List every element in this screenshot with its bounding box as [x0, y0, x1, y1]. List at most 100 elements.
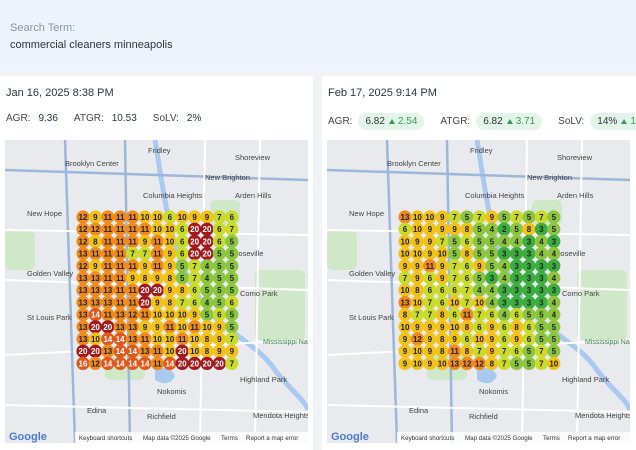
- rank-pin: [510, 271, 524, 285]
- rank-pin: [200, 320, 214, 334]
- footer-text: Keyboard shortcuts: [401, 435, 454, 442]
- metric-change: 3.71: [515, 116, 536, 127]
- rank-pin: [485, 308, 499, 322]
- rank-pin: [410, 271, 424, 285]
- rank-value: 11: [153, 347, 162, 356]
- rank-value: 7: [143, 250, 148, 259]
- rank-pin: [76, 259, 90, 273]
- rank-pin: [175, 332, 189, 346]
- rank-value: 6: [217, 225, 222, 234]
- result-panel: Feb 17, 2025 9:14 PM AGR: 6.82 2.54 ATGR: 6.8…: [322, 76, 636, 450]
- rank-value: 3: [527, 237, 532, 246]
- rank-value: 8: [465, 323, 470, 332]
- rank-value: 8: [440, 335, 445, 344]
- place-label: Brooklyn Center: [387, 159, 441, 168]
- rank-value: 9: [440, 213, 445, 222]
- rank-pin: [410, 344, 424, 358]
- rank-value: 9: [428, 250, 433, 259]
- rank-value: 7: [192, 262, 197, 271]
- rank-pin: [485, 356, 499, 370]
- rank-pin: [212, 234, 226, 248]
- rank-value: 3: [514, 262, 519, 271]
- metric-label: AGR:: [328, 116, 353, 127]
- rank-value: 7: [428, 311, 433, 320]
- rank-value: 4: [490, 225, 495, 234]
- place-label: Fridley: [148, 146, 171, 155]
- rank-value: 20: [153, 286, 162, 295]
- google-logo: Google: [9, 431, 47, 443]
- rank-value: 9: [403, 335, 408, 344]
- rank-pin: [175, 308, 189, 322]
- metric: AGR: 6.82 2.54: [328, 113, 425, 130]
- rank-value: 13: [103, 347, 112, 356]
- rank-pin: [485, 247, 499, 261]
- place-label: Richfield: [469, 412, 498, 421]
- rank-pin: [534, 222, 548, 236]
- rank-pin: [435, 308, 449, 322]
- rank-value: 11: [190, 323, 199, 332]
- rank-value: 8: [440, 347, 445, 356]
- rank-pin: [398, 356, 412, 370]
- rank-pin: [534, 332, 548, 346]
- rank-pin: [510, 295, 524, 309]
- rank-pin: [398, 247, 412, 261]
- rank-value: 5: [180, 262, 185, 271]
- rank-pin: [423, 283, 437, 297]
- rank-pin: [435, 247, 449, 261]
- rank-value: 5: [180, 274, 185, 283]
- rank-pin: [485, 320, 499, 334]
- rank-value: 8: [415, 286, 420, 295]
- place-label: Shoreview: [557, 153, 593, 162]
- rank-pin: [497, 234, 511, 248]
- rank-pin: [200, 247, 214, 261]
- rank-value: 3: [514, 298, 519, 307]
- rank-value: 7: [440, 237, 445, 246]
- rank-value: 10: [401, 250, 410, 259]
- place-label: Brooklyn Center: [65, 159, 119, 168]
- rank-pin: [448, 356, 462, 370]
- rank-pin: [547, 332, 561, 346]
- rank-value: 14: [128, 347, 137, 356]
- metric-pill: 6.82 2.54: [358, 113, 425, 130]
- rank-pin: [410, 320, 424, 334]
- rank-pin: [398, 308, 412, 322]
- lake: [155, 368, 175, 384]
- rank-pin: [175, 234, 189, 248]
- rank-value: 9: [514, 335, 519, 344]
- rank-pin: [448, 295, 462, 309]
- rank-pin: [175, 247, 189, 261]
- rank-pin: [175, 283, 189, 297]
- rank-value: 8: [205, 335, 210, 344]
- rank-pin: [150, 295, 164, 309]
- arrow-shape: [506, 119, 513, 124]
- rank-pin: [423, 210, 437, 224]
- rank-pin: [510, 308, 524, 322]
- rank-pin: [448, 222, 462, 236]
- rank-pin: [188, 332, 202, 346]
- rank-value: 12: [79, 237, 88, 246]
- rank-pin: [200, 295, 214, 309]
- arrow-shape: [621, 119, 628, 124]
- rank-value: 10: [141, 213, 150, 222]
- rank-value: 10: [401, 237, 410, 246]
- rank-pin: [497, 210, 511, 224]
- rank-value: 9: [155, 274, 160, 283]
- rank-pin: [497, 283, 511, 297]
- rank-value: 7: [514, 213, 519, 222]
- rank-value: 4: [552, 298, 557, 307]
- rank-pin: [175, 259, 189, 273]
- rank-pin: [76, 308, 90, 322]
- rank-pin: [435, 259, 449, 273]
- rank-pin: [150, 259, 164, 273]
- rank-value: 5: [230, 311, 235, 320]
- rank-pin: [225, 271, 239, 285]
- rank-pin: [76, 222, 90, 236]
- up-arrow: [621, 119, 628, 124]
- rank-value: 6: [490, 311, 495, 320]
- rank-pin: [101, 344, 115, 358]
- rank-value: 6: [180, 225, 185, 234]
- rank-pin: [101, 320, 115, 334]
- rank-value: 12: [79, 225, 88, 234]
- rank-pin: [101, 271, 115, 285]
- rank-pin: [175, 320, 189, 334]
